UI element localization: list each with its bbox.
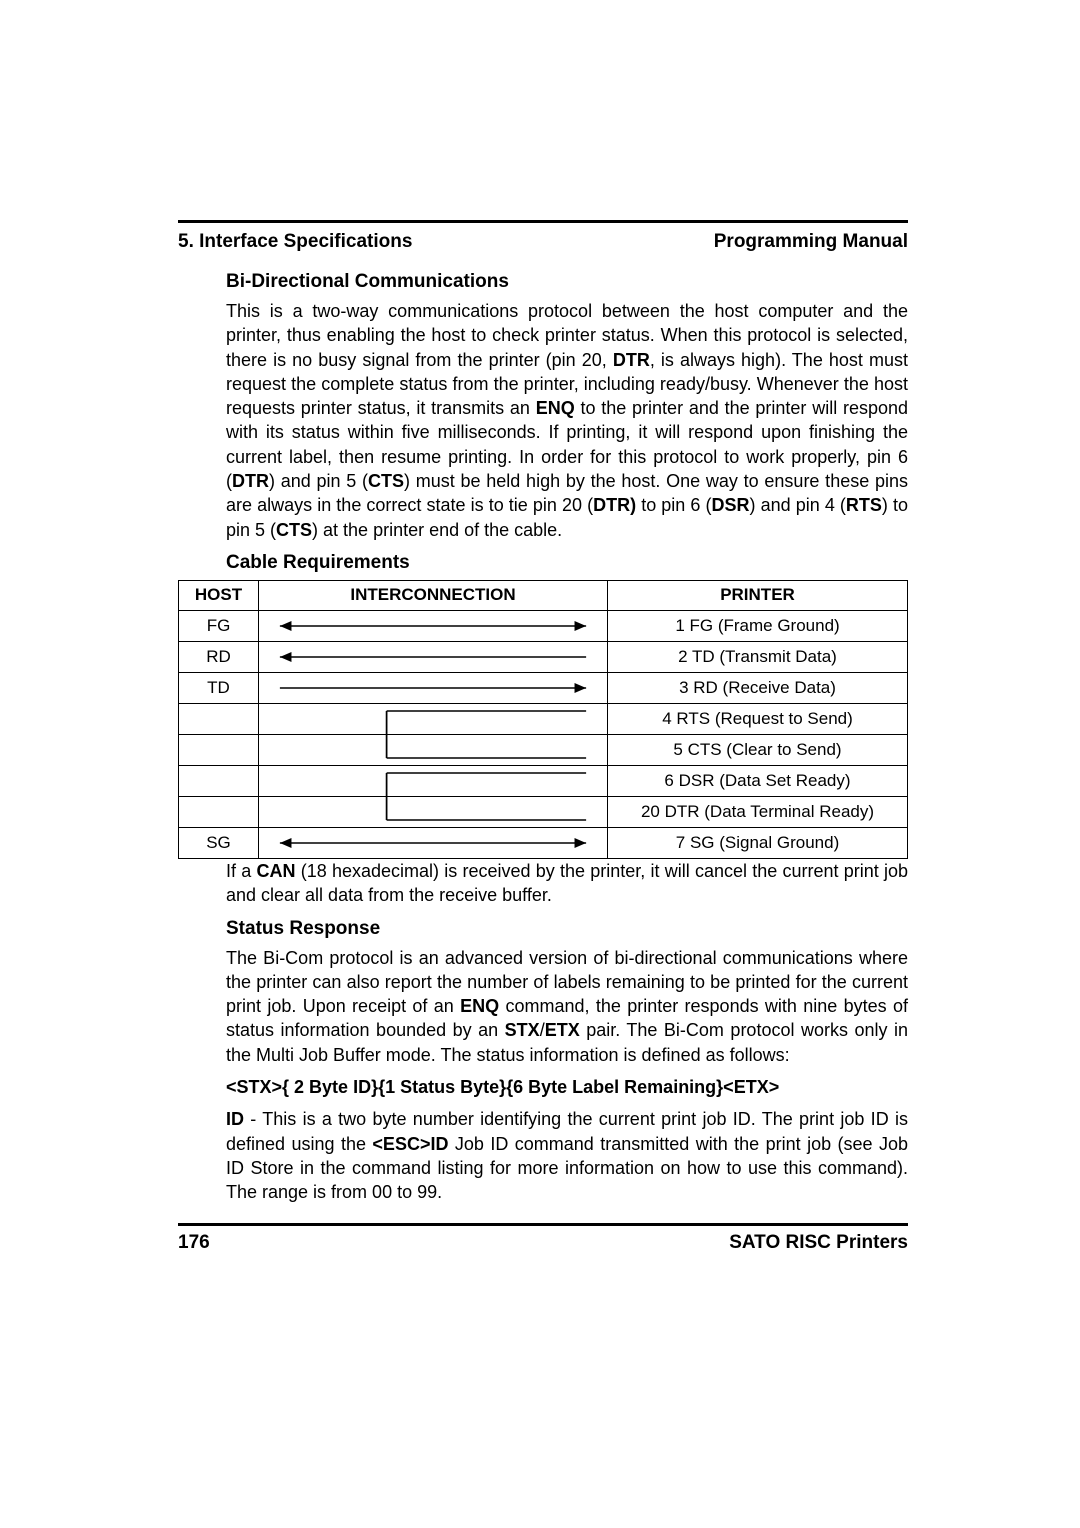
para-bidir: This is a two-way communications protoco…: [226, 299, 908, 542]
cell-interconnection: [259, 610, 608, 641]
bold-dtr-3: DTR): [593, 495, 636, 515]
heading-cablereq: Cable Requirements: [226, 552, 908, 574]
bold-cts-2: CTS: [276, 520, 312, 540]
bold-enq: ENQ: [536, 398, 575, 418]
header-right: Programming Manual: [714, 231, 908, 253]
para-id: ID - This is a two byte number identifyi…: [226, 1107, 908, 1204]
cell-printer: 5 CTS (Clear to Send): [608, 734, 908, 765]
cable-table: HOST INTERCONNECTION PRINTER FG 1 FG (Fra…: [178, 580, 908, 859]
cell-interconnection: [259, 827, 608, 858]
bottom-rule: [178, 1223, 908, 1226]
cell-interconnection: [259, 641, 608, 672]
footer-right: SATO RISC Printers: [729, 1232, 908, 1254]
bold-cts: CTS: [368, 471, 404, 491]
text: ) and pin 4 (: [750, 495, 846, 515]
text: (18 hexadecimal) is received by the prin…: [226, 861, 908, 905]
interconnection-diagram: [259, 704, 607, 734]
bold-dtr-2: DTR: [232, 471, 269, 491]
interconnection-diagram: [259, 766, 607, 796]
bold-etx: ETX: [545, 1020, 580, 1040]
cell-host: [179, 703, 259, 734]
cell-interconnection: [259, 703, 608, 734]
interconnection-diagram: [259, 611, 607, 641]
table-row: 4 RTS (Request to Send): [179, 703, 908, 734]
cell-host: [179, 734, 259, 765]
para-can: If a CAN (18 hexadecimal) is received by…: [226, 859, 908, 908]
cell-printer: 2 TD (Transmit Data): [608, 641, 908, 672]
table-row: 20 DTR (Data Terminal Ready): [179, 796, 908, 827]
bold-id: ID: [226, 1109, 244, 1129]
interconnection-diagram: [259, 828, 607, 858]
interconnection-diagram: [259, 642, 607, 672]
cell-printer: 6 DSR (Data Set Ready): [608, 765, 908, 796]
cell-host: FG: [179, 610, 259, 641]
header-left: 5. Interface Specifications: [178, 231, 412, 253]
text: ) at the printer end of the cable.: [312, 520, 562, 540]
table-header-row: HOST INTERCONNECTION PRINTER: [179, 580, 908, 610]
bold-dsr: DSR: [712, 495, 750, 515]
cell-printer: 4 RTS (Request to Send): [608, 703, 908, 734]
interconnection-diagram: [259, 735, 607, 765]
footer-page-number: 176: [178, 1232, 210, 1254]
th-inter: INTERCONNECTION: [259, 580, 608, 610]
para-format-line: <STX>{ 2 Byte ID}{1 Status Byte}{6 Byte …: [226, 1075, 908, 1099]
table-row: 5 CTS (Clear to Send): [179, 734, 908, 765]
th-printer: PRINTER: [608, 580, 908, 610]
cell-interconnection: [259, 672, 608, 703]
content-block-2: If a CAN (18 hexadecimal) is received by…: [178, 859, 908, 1205]
text: If a: [226, 861, 256, 881]
text: ) and pin 5 (: [269, 471, 368, 491]
bold-can: CAN: [256, 861, 295, 881]
interconnection-diagram: [259, 673, 607, 703]
table-row: SG 7 SG (Signal Ground): [179, 827, 908, 858]
cell-host: [179, 796, 259, 827]
cell-printer: 7 SG (Signal Ground): [608, 827, 908, 858]
cell-host: [179, 765, 259, 796]
cell-interconnection: [259, 796, 608, 827]
heading-statusresp: Status Response: [226, 918, 908, 940]
top-rule: [178, 220, 908, 223]
text: to pin 6 (: [636, 495, 711, 515]
bold-escid: <ESC>ID: [372, 1134, 448, 1154]
table-row: TD 3 RD (Receive Data): [179, 672, 908, 703]
bold-enq-2: ENQ: [460, 996, 499, 1016]
cell-printer: 1 FG (Frame Ground): [608, 610, 908, 641]
document-page: 5. Interface Specifications Programming …: [178, 220, 908, 1254]
cell-printer: 3 RD (Receive Data): [608, 672, 908, 703]
content-block: Bi-Directional Communications This is a …: [178, 271, 908, 574]
table-row: RD 2 TD (Transmit Data): [179, 641, 908, 672]
table-row: 6 DSR (Data Set Ready): [179, 765, 908, 796]
cell-interconnection: [259, 734, 608, 765]
bold-dtr: DTR: [613, 350, 650, 370]
cell-interconnection: [259, 765, 608, 796]
interconnection-diagram: [259, 797, 607, 827]
page-header-row: 5. Interface Specifications Programming …: [178, 231, 908, 253]
para-statusresp: The Bi-Com protocol is an advanced versi…: [226, 946, 908, 1067]
cell-host: TD: [179, 672, 259, 703]
heading-bidir: Bi-Directional Communications: [226, 271, 908, 293]
cell-host: RD: [179, 641, 259, 672]
table-row: FG 1 FG (Frame Ground): [179, 610, 908, 641]
cell-printer: 20 DTR (Data Terminal Ready): [608, 796, 908, 827]
bold-rts: RTS: [846, 495, 882, 515]
th-host: HOST: [179, 580, 259, 610]
cell-host: SG: [179, 827, 259, 858]
page-footer-row: 176 SATO RISC Printers: [178, 1232, 908, 1254]
bold-stx: STX: [505, 1020, 540, 1040]
